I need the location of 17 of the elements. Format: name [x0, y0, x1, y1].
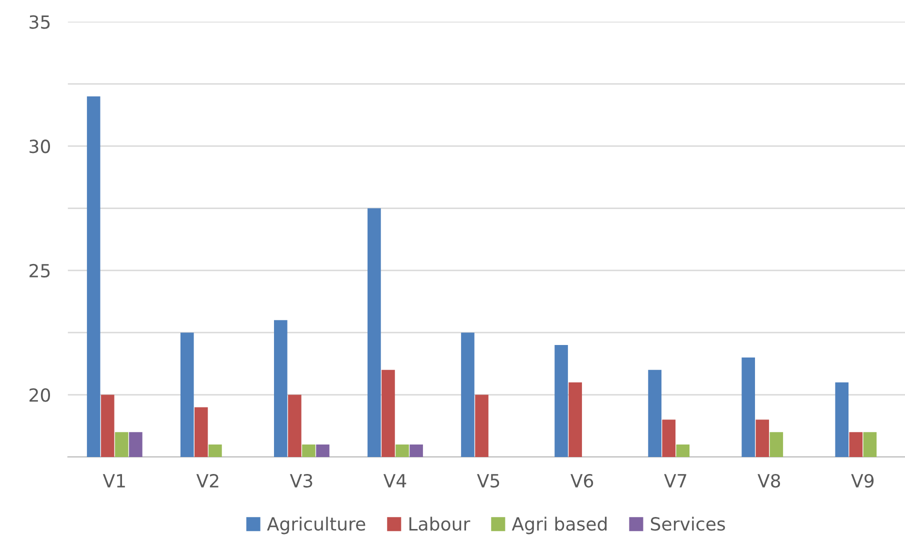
x-tick-label: V1: [102, 474, 125, 488]
legend-label: Services: [650, 516, 725, 531]
legend-label: Labour: [409, 516, 470, 531]
legend-label: Agriculture: [267, 516, 366, 534]
x-tick-label: V8: [758, 474, 780, 488]
x-tick-label: V7: [664, 474, 686, 488]
y-tick-label: 25: [30, 264, 50, 278]
x-tick-label: V6: [570, 474, 594, 488]
legend-label: Agri based: [512, 516, 607, 534]
x-tick-label: V3: [290, 474, 312, 488]
y-tick-label: 20: [30, 388, 50, 402]
y-tick-label: 35: [30, 15, 50, 29]
x-tick-label: V2: [196, 474, 218, 488]
y-tick-label: 30: [30, 140, 50, 154]
x-tick-label: V4: [383, 474, 406, 488]
x-tick-label: V9: [851, 474, 874, 488]
x-tick-label: V5: [476, 474, 500, 488]
